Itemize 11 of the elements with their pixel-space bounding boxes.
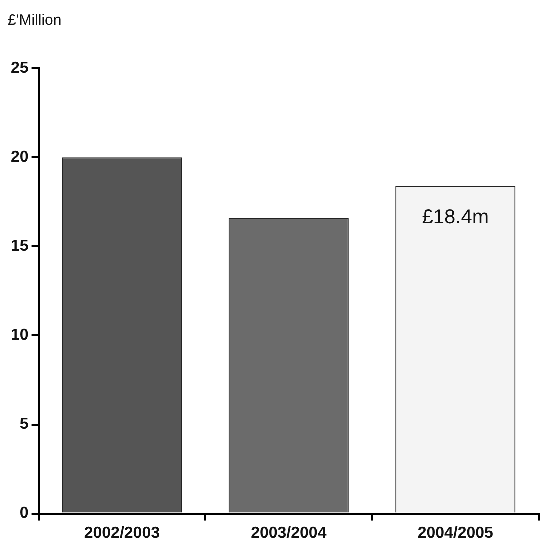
y-tick-label: 5 — [20, 416, 29, 434]
y-tick-label: 15 — [11, 238, 29, 256]
y-tick-label: 10 — [11, 327, 29, 344]
x-tick-label: 2002/2003 — [84, 524, 160, 542]
x-tick-label: 2004/2005 — [418, 524, 494, 542]
y-axis-title: £'Million — [8, 11, 63, 31]
y-tick-label: 0 — [20, 505, 29, 522]
data-label: £18.4m — [422, 206, 489, 229]
y-tick-label: 25 — [11, 60, 29, 78]
x-tick-label: 2003/2004 — [251, 524, 327, 542]
y-tick-label: 20 — [11, 149, 29, 166]
